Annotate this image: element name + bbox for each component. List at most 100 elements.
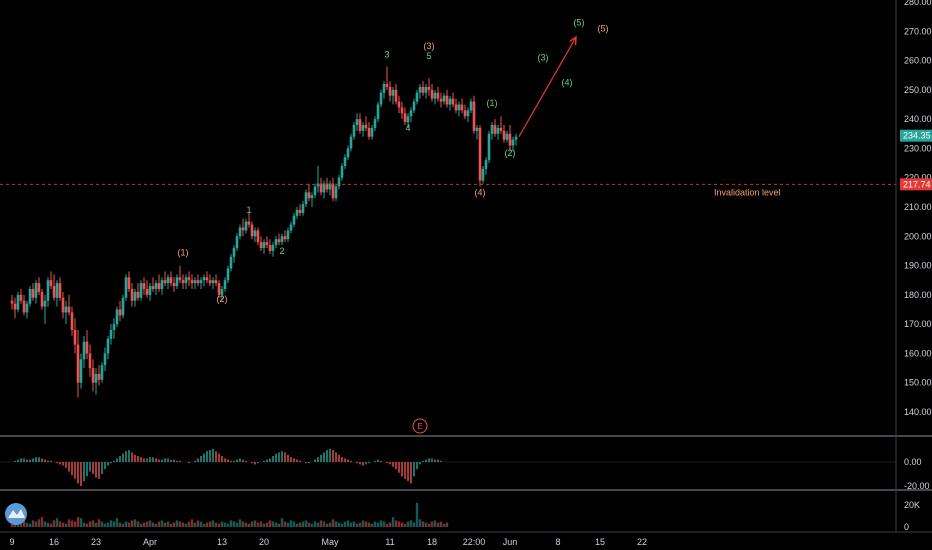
candle-body (406, 116, 410, 123)
volume-bar (283, 521, 287, 527)
candle (454, 98, 458, 114)
volume-bar (217, 523, 221, 527)
volume-bar (271, 521, 275, 527)
candle (121, 294, 125, 319)
candle (163, 271, 167, 287)
volume-bar (34, 521, 38, 527)
volume-bar (103, 523, 107, 527)
volume-bar (124, 521, 128, 527)
volume-bar (352, 521, 356, 527)
volume-bar (187, 521, 191, 527)
candle (46, 277, 50, 307)
volume-bar (415, 502, 419, 527)
volume-bar (169, 523, 173, 527)
candle-body (445, 95, 449, 105)
volume-bar (403, 523, 407, 527)
logo-icon[interactable] (5, 503, 27, 525)
candle-body (277, 239, 281, 243)
volume-bar (70, 520, 74, 527)
candle-body (118, 309, 122, 316)
candle-body (499, 127, 503, 131)
candle-body (94, 373, 98, 383)
candle (151, 277, 155, 292)
candle (148, 283, 152, 301)
candle (34, 280, 38, 304)
candle (94, 368, 98, 395)
candle-body (214, 280, 218, 284)
candle-body (421, 86, 425, 93)
candle-body (316, 183, 320, 187)
candle-body (439, 98, 443, 102)
time-tick-label: 9 (9, 537, 14, 547)
volume-bar (307, 522, 311, 527)
candle-body (400, 107, 404, 114)
volume-bar (244, 522, 248, 527)
candle (253, 227, 257, 243)
volume-bar (10, 522, 14, 527)
earnings-marker[interactable]: E (412, 418, 428, 434)
projection-arrow (518, 37, 576, 138)
time-tick-label: 8 (555, 537, 560, 547)
candle (184, 274, 188, 289)
candle (484, 157, 488, 175)
volume-bar (151, 522, 155, 527)
candle-body (325, 183, 329, 190)
volume-bar (337, 522, 341, 527)
volume-bar (310, 523, 314, 527)
candle-body (412, 101, 416, 111)
candle (286, 227, 290, 243)
candle (97, 365, 101, 386)
candle (334, 183, 338, 202)
invalidation-price-badge: 217.74 (900, 178, 932, 191)
candle-body (85, 341, 89, 354)
candle-body (469, 101, 473, 111)
candle (154, 280, 158, 295)
volume-bar (247, 523, 251, 527)
volume-bar (193, 522, 197, 527)
candle-body (313, 186, 317, 196)
price-tick-label: 140.00 (904, 407, 932, 417)
candle (217, 280, 221, 298)
candle (208, 274, 212, 287)
volume-bar (94, 522, 98, 527)
candle-body (220, 289, 224, 295)
candle-body (280, 236, 284, 243)
candle (118, 300, 122, 322)
candle-body (328, 183, 332, 190)
candle (271, 242, 275, 257)
candle-body (34, 283, 38, 298)
candle-body (166, 277, 170, 284)
candle (55, 280, 59, 307)
volume-bar (145, 521, 149, 527)
candle-body (358, 119, 362, 131)
candle-body (169, 277, 173, 284)
volume-bar (109, 520, 113, 527)
volume-bar (136, 521, 140, 527)
candle-body (100, 365, 104, 380)
volume-bar (256, 522, 260, 527)
volume-bar (343, 521, 347, 527)
volume-bar (115, 518, 119, 527)
volume-bar (184, 523, 188, 527)
time-tick-label: 20 (259, 537, 269, 547)
candle (439, 92, 443, 108)
candle (88, 344, 92, 377)
volume-bar (319, 520, 323, 527)
volume-bar (88, 521, 92, 527)
candle-body (460, 104, 464, 111)
candle-body (115, 309, 119, 325)
candle (301, 201, 305, 216)
candle-body (496, 127, 500, 134)
candle-body (409, 110, 413, 117)
candle-body (508, 133, 512, 146)
time-tick-label: 16 (49, 537, 59, 547)
candle-body (355, 119, 359, 125)
candle-body (349, 136, 353, 149)
volume-bar (22, 518, 26, 527)
volume-bar (160, 520, 164, 527)
candle-body (193, 280, 197, 284)
candle-body (238, 227, 242, 237)
candle-body (76, 344, 80, 383)
volume-bar (277, 523, 281, 527)
